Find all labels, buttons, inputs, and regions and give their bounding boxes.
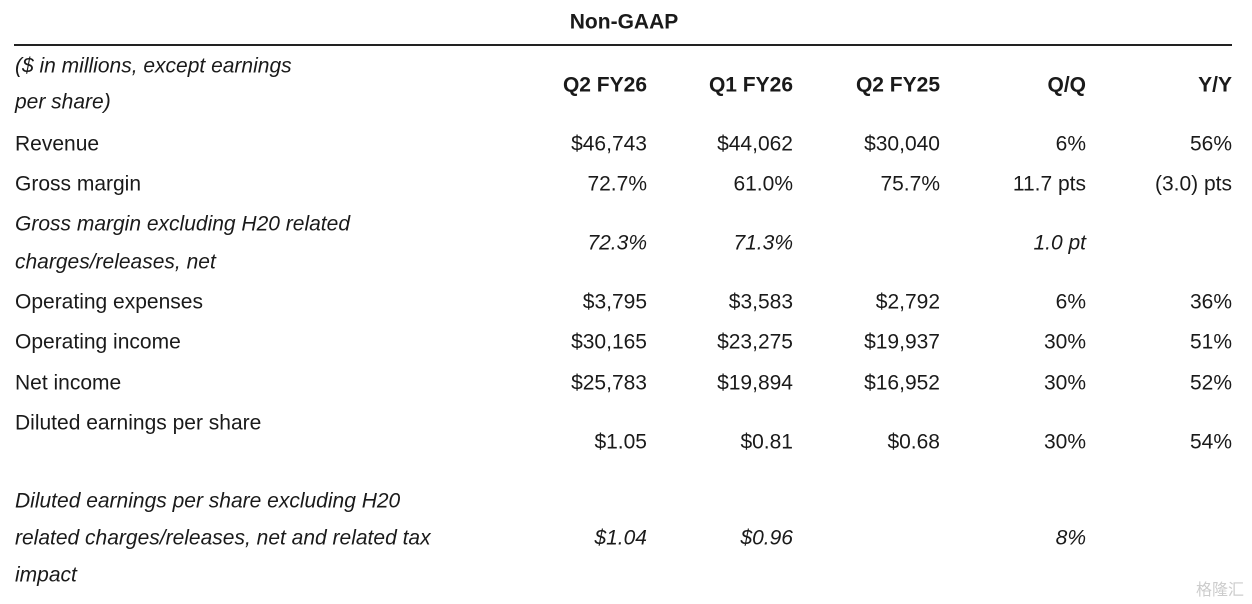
column-header: Q2 FY25 (855, 73, 940, 97)
cell: (3.0) pts (1154, 172, 1232, 196)
cell: $16,952 (864, 371, 940, 395)
cell: 1.0 pt (1033, 231, 1086, 255)
cell: $0.68 (887, 430, 940, 454)
title-rule (14, 44, 1232, 46)
cell: $0.81 (740, 430, 793, 454)
cell: $30,165 (571, 330, 647, 354)
cell: 30% (1043, 330, 1086, 354)
header-label: ($ in millions, except earnings (15, 54, 292, 78)
cell: 30% (1043, 371, 1086, 395)
cell: $30,040 (864, 132, 940, 156)
table-title: Non-GAAP (569, 10, 679, 34)
cell: $0.96 (740, 526, 793, 550)
watermark: 格隆汇 (1195, 580, 1244, 599)
cell: $19,937 (864, 330, 940, 354)
cell: 51% (1189, 330, 1232, 354)
row-label: Net income (15, 371, 122, 395)
cell: $2,792 (875, 290, 940, 314)
column-header: Q/Q (1047, 73, 1086, 97)
row-label: Gross margin (15, 172, 142, 196)
column-header: Y/Y (1198, 73, 1232, 97)
cell: 30% (1043, 430, 1086, 454)
cell: 8% (1055, 526, 1086, 550)
row-label: impact (15, 563, 77, 587)
cell: 75.7% (880, 172, 940, 196)
cell: 54% (1189, 430, 1232, 454)
cell: $23,275 (717, 330, 793, 354)
cell: 61.0% (733, 172, 793, 196)
cell: $19,894 (717, 371, 793, 395)
row-label: Operating expenses (15, 290, 203, 314)
cell: 72.7% (587, 172, 647, 196)
cell: $1.05 (594, 430, 647, 454)
cell: 6% (1055, 132, 1086, 156)
cell: 72.3% (587, 231, 647, 255)
cell: 6% (1055, 290, 1086, 314)
row-label: charges/releases, net (15, 250, 216, 274)
row-label: Operating income (15, 330, 181, 354)
row-label: Diluted earnings per share excluding H20 (15, 489, 401, 513)
cell: $46,743 (571, 132, 647, 156)
row-label: Gross margin excluding H20 related (15, 212, 350, 236)
row-label: Diluted earnings per share (15, 411, 262, 435)
cell: $3,795 (582, 290, 647, 314)
column-header: Q2 FY26 (562, 73, 647, 97)
cell: 71.3% (733, 231, 793, 255)
cell: 52% (1189, 371, 1232, 395)
cell: $44,062 (717, 132, 793, 156)
header-label: per share) (15, 90, 111, 114)
cell: $1.04 (594, 526, 647, 550)
column-header: Q1 FY26 (708, 73, 793, 97)
cell: $25,783 (571, 371, 647, 395)
row-label: related charges/releases, net and relate… (15, 526, 431, 550)
row-label: Revenue (15, 132, 100, 156)
cell: $3,583 (728, 290, 793, 314)
cell: 11.7 pts (1012, 172, 1086, 196)
cell: 36% (1189, 290, 1232, 314)
cell: 56% (1189, 132, 1232, 156)
